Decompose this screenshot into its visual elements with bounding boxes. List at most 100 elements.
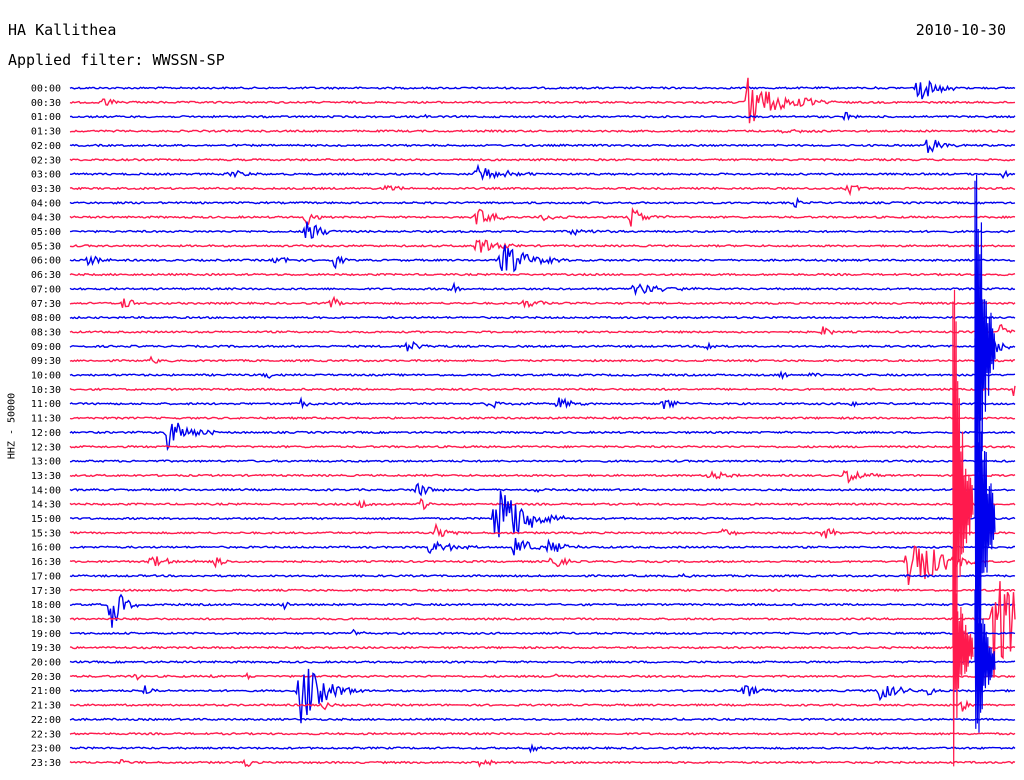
trace-2000	[69, 660, 1016, 664]
trace-1300	[69, 459, 1016, 463]
row-label-0130: 01:30	[31, 127, 61, 138]
row-label-0330: 03:30	[31, 184, 61, 195]
row-label-2000: 20:00	[31, 658, 61, 669]
trace-0100	[69, 111, 1016, 122]
row-label-0200: 02:00	[31, 141, 61, 152]
trace-0400	[69, 196, 1016, 209]
trace-0330	[69, 184, 1016, 197]
row-label-1100: 11:00	[31, 399, 61, 410]
trace-1500	[69, 490, 1016, 538]
trace-1330	[69, 469, 1016, 484]
trace-2230	[69, 731, 1016, 736]
trace-1400	[69, 482, 1016, 497]
trace-1530	[69, 522, 1016, 539]
row-label-0300: 03:00	[31, 170, 61, 181]
row-label-1130: 11:30	[31, 414, 61, 425]
trace-2300	[70, 743, 1016, 754]
row-label-1930: 19:30	[31, 643, 61, 654]
row-label-0630: 06:30	[31, 270, 61, 281]
trace-0830	[69, 324, 1016, 336]
trace-1430	[69, 497, 1016, 511]
trace-1800	[69, 593, 1016, 628]
row-label-2300: 23:00	[31, 744, 61, 755]
row-label-0030: 00:30	[31, 98, 61, 109]
row-label-0700: 07:00	[31, 284, 61, 295]
spike-2	[974, 338, 996, 682]
trace-0200	[69, 139, 1016, 153]
trace-0230	[69, 157, 1016, 162]
trace-2100	[69, 668, 1016, 724]
spike-1	[952, 289, 974, 715]
trace-0030	[69, 77, 1016, 124]
row-label-1700: 17:00	[31, 571, 61, 582]
trace-1230	[69, 444, 1016, 449]
spike-4	[974, 558, 996, 733]
row-label-1300: 13:00	[31, 457, 61, 468]
trace-group	[69, 77, 1016, 768]
trace-0930	[69, 355, 1016, 364]
filter-label: Applied filter: WWSSN-SP	[8, 51, 225, 69]
trace-0430	[69, 206, 1016, 227]
row-label-0730: 07:30	[31, 299, 61, 310]
trace-0500	[69, 221, 1016, 239]
trace-0730	[69, 295, 1016, 309]
trace-0530	[69, 239, 1016, 253]
row-label-1400: 14:00	[31, 485, 61, 496]
row-label-0500: 05:00	[31, 227, 61, 238]
row-label-1800: 18:00	[31, 600, 61, 611]
trace-0130	[69, 128, 1016, 134]
row-label-1230: 12:30	[31, 442, 61, 453]
tick-label-group: 00:00 00:30 01:00 01:30 02:00 02:30 03:00 03:30…	[31, 84, 61, 769]
trace-1700	[69, 572, 1016, 578]
row-label-0930: 09:30	[31, 356, 61, 367]
trace-0600	[69, 244, 1016, 273]
trace-1900	[69, 628, 1016, 636]
station-title: HA Kallithea	[8, 21, 117, 39]
row-label-0430: 04:30	[31, 213, 61, 224]
spike-3	[952, 541, 974, 767]
row-label-1730: 17:30	[31, 586, 61, 597]
trace-1730	[69, 588, 1016, 593]
trace-1630	[69, 545, 1016, 585]
row-label-2330: 23:30	[31, 758, 61, 769]
spike-0	[974, 174, 996, 582]
trace-2330	[69, 758, 1016, 768]
trace-2030	[69, 671, 1016, 681]
row-label-1000: 10:00	[31, 371, 61, 382]
row-label-1530: 15:30	[31, 528, 61, 539]
row-label-0830: 08:30	[31, 327, 61, 338]
row-label-1200: 12:00	[31, 428, 61, 439]
row-label-1600: 16:00	[31, 543, 61, 554]
trace-2200	[69, 717, 1016, 722]
row-label-2200: 22:00	[31, 715, 61, 726]
row-label-0000: 00:00	[31, 84, 61, 95]
trace-0800	[69, 315, 1016, 320]
trace-1930	[69, 645, 1016, 650]
row-label-1330: 13:30	[31, 471, 61, 482]
row-label-1030: 10:30	[31, 385, 61, 396]
row-label-2130: 21:30	[31, 701, 61, 712]
row-label-1900: 19:00	[31, 629, 61, 640]
trace-1030	[69, 385, 1016, 397]
row-label-2100: 21:00	[31, 686, 61, 697]
row-label-1630: 16:30	[31, 557, 61, 568]
trace-0900	[69, 330, 1016, 362]
trace-1000	[69, 370, 1016, 381]
row-label-1500: 15:00	[31, 514, 61, 525]
trace-0300	[69, 163, 1016, 181]
row-label-0900: 09:00	[31, 342, 61, 353]
trace-1100	[69, 396, 1016, 410]
row-label-2030: 20:30	[31, 672, 61, 683]
row-label-1430: 14:30	[31, 500, 61, 511]
row-label-1830: 18:30	[31, 614, 61, 625]
row-label-0100: 01:00	[31, 112, 61, 123]
trace-1200	[69, 422, 1016, 452]
row-label-2230: 22:30	[31, 729, 61, 740]
date-label: 2010-10-30	[915, 21, 1006, 39]
trace-1130	[69, 416, 1016, 420]
row-label-0530: 05:30	[31, 241, 61, 252]
trace-1830	[69, 581, 1016, 678]
trace-0630	[69, 272, 1016, 277]
row-label-0230: 02:30	[31, 155, 61, 166]
